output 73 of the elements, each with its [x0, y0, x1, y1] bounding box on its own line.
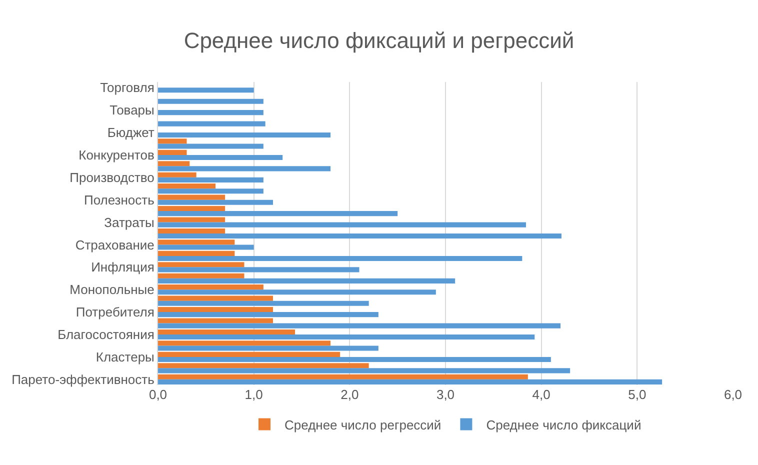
bar — [158, 307, 273, 312]
bar — [158, 88, 254, 93]
bar — [158, 217, 226, 222]
bar — [158, 222, 526, 228]
bar — [158, 150, 187, 155]
bar — [158, 206, 226, 212]
x-tick-label: 3,0 — [436, 387, 455, 402]
bar — [158, 188, 264, 194]
bar — [158, 300, 369, 306]
bar — [158, 110, 264, 116]
y-tick-label: Затраты — [104, 214, 154, 230]
bar — [158, 177, 264, 182]
bar — [158, 172, 196, 178]
bar — [158, 363, 369, 368]
bar — [158, 273, 244, 278]
x-tick-label: 6,0 — [724, 387, 742, 402]
bar — [158, 98, 264, 104]
bar — [158, 340, 330, 346]
bar — [158, 356, 551, 362]
x-tick-label: 0,0 — [148, 387, 168, 402]
chart-title: Среднее число фиксаций и регрессий — [184, 28, 574, 53]
y-tick-label: Парето-эффективность — [12, 372, 155, 387]
bar — [158, 184, 216, 189]
y-tick-label: Товары — [110, 102, 154, 118]
x-tick-label: 1,0 — [244, 387, 263, 402]
y-tick-label: Конкурентов — [78, 147, 154, 162]
bar — [158, 256, 522, 261]
bar — [158, 346, 378, 351]
y-tick-label: Кластеры — [96, 349, 154, 364]
bar — [158, 323, 560, 328]
bar — [158, 250, 235, 256]
y-tick-label: Потребителя — [76, 304, 154, 320]
bar — [158, 374, 528, 380]
bar — [158, 379, 662, 384]
x-tick-label: 5,0 — [628, 387, 646, 402]
bar — [158, 352, 340, 357]
legend-label: Среднее число фиксаций — [486, 417, 642, 432]
y-tick-label: Торговля — [100, 80, 154, 96]
bar — [158, 166, 330, 172]
y-tick-label: Страхование — [75, 237, 154, 252]
bar — [158, 138, 187, 144]
x-tick-label: 4,0 — [532, 387, 550, 402]
y-tick-label: Монопольные — [70, 282, 154, 298]
bar — [158, 368, 570, 374]
bar — [158, 194, 226, 200]
bar — [158, 334, 535, 340]
bar — [158, 161, 190, 166]
y-tick-label: Инфляция — [91, 260, 154, 275]
bar — [158, 154, 283, 160]
bar — [158, 144, 264, 149]
bar — [158, 267, 360, 272]
bar — [158, 234, 562, 239]
bar — [158, 329, 296, 334]
y-tick-label: Полезность — [84, 192, 155, 208]
bar — [158, 132, 330, 138]
y-tick-label: Производство — [70, 170, 154, 185]
bar — [158, 211, 398, 216]
bar — [158, 318, 273, 324]
bar — [158, 200, 273, 205]
bar — [158, 262, 244, 268]
bar — [158, 121, 266, 126]
bar — [158, 244, 254, 250]
bar — [158, 312, 378, 318]
bar — [158, 278, 456, 284]
bar — [158, 284, 264, 290]
y-tick-label: Бюджет — [107, 125, 154, 140]
bar — [158, 296, 273, 301]
y-tick-label: Благосостояния — [58, 327, 154, 342]
bar — [158, 228, 226, 234]
legend-label: Среднее число регрессий — [284, 417, 442, 432]
x-tick-label: 2,0 — [340, 387, 359, 402]
bar — [158, 290, 436, 295]
bar — [158, 240, 235, 245]
